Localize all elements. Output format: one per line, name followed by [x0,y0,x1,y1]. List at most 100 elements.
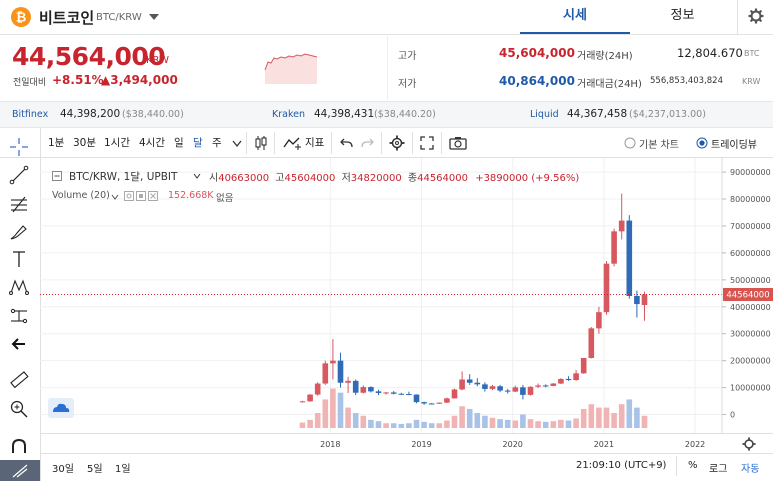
bitcoin-icon: ₿ [11,7,31,27]
clock: 21:09:10 (UTC+9) [576,460,667,471]
fullscreen-icon[interactable] [420,136,434,150]
candle-body [497,386,503,391]
chevron-down-icon[interactable] [148,12,160,22]
volume-bar [383,423,389,428]
text-icon [13,251,25,267]
chevron-down-icon[interactable] [232,140,242,148]
zoom-tool[interactable] [8,398,30,420]
volume-bar [520,414,526,428]
redo-icon[interactable] [361,137,375,149]
interval-day[interactable]: 일 [174,137,184,149]
interval-4h[interactable]: 4시간 [139,137,166,149]
exchange-price-liquid: 44,367,458 [567,108,628,120]
hide-drawings-tool[interactable] [0,460,40,481]
volume-bar [375,421,382,428]
interval-30m[interactable]: 30분 [73,137,97,149]
interval-1m[interactable]: 1분 [48,137,65,149]
x-tick-label: 2020 [503,440,523,449]
log-toggle[interactable]: 로그 [709,464,728,475]
settings-button[interactable] [737,0,773,34]
stats-divider [387,36,388,100]
volume-bar [299,422,306,428]
chevron-down-icon[interactable] [111,194,119,200]
trendline-tool[interactable] [8,164,30,186]
brush-tool[interactable] [8,221,30,243]
time-axis[interactable]: 2018 2019 2020 2021 2022 [40,434,722,454]
auto-toggle[interactable]: 자동 [741,464,760,475]
pattern-icon [9,279,29,295]
candle-body [375,391,382,393]
indicator-icon[interactable] [283,136,303,150]
y-tick-label: 10000000 [730,384,771,393]
candle-body [451,389,458,399]
magnet-icon [12,438,26,453]
crosshair-tool[interactable] [8,136,30,158]
volume-bar [497,419,503,428]
y-tick-label: 60000000 [730,249,771,258]
trendline-icon [9,165,29,185]
volume-bar [398,423,405,428]
volume-legend-label[interactable]: Volume (20) [52,190,110,201]
amount-label: 거래대금(24H) [577,79,642,90]
low-label: 저가 [398,79,417,90]
back-tool[interactable] [8,333,30,355]
exchange-name-bitfinex: Bitfinex [12,109,49,120]
fib-tool[interactable] [8,193,30,215]
ruler-tool[interactable] [8,369,30,391]
close-value: 44564000 [417,173,468,184]
pattern-tool[interactable] [8,276,30,298]
volume-label: 거래량(24H) [577,51,633,62]
magnet-tool[interactable] [8,436,30,458]
indicator-button[interactable]: 지표 [305,137,325,149]
coin-header[interactable]: ₿ 비트코인 BTC/KRW [0,0,520,34]
y-tick-label: 70000000 [730,222,771,231]
exchange-usd-liquid: ($4,237,013.00) [629,109,706,120]
volume-value: 12,804.670 [677,46,743,60]
volume-bar [307,419,313,428]
volume-bar [482,415,488,428]
volume-bar [428,423,435,428]
interval-1h[interactable]: 1시간 [104,137,131,149]
candle-body [641,294,648,305]
volume-bar [558,419,564,428]
candle-body [444,398,450,403]
undo-icon[interactable] [339,137,353,149]
high-label: 고 [275,173,285,184]
legend-collapse-icon[interactable] [52,171,62,181]
low-value: 34820000 [350,173,402,184]
zoom-in-icon [10,400,28,418]
tab-info[interactable]: 정보 [630,0,735,34]
gear-icon[interactable] [742,437,756,451]
interval-week[interactable]: 주 [212,137,222,149]
x-tick-label: 2019 [411,440,431,449]
gear-icon[interactable] [389,135,405,151]
exchange-price-kraken: 44,398,431 [314,108,375,120]
percent-toggle[interactable]: % [688,460,698,471]
candle-style-icon[interactable] [254,135,268,151]
crosshair-icon [10,138,28,156]
chevron-down-icon[interactable] [193,173,201,179]
coin-pair: BTC/KRW [96,12,142,23]
price-chart[interactable]: 90000000 80000000 70000000 60000000 50000000… [40,158,773,433]
fib-icon [11,196,27,213]
volume-bar [444,420,450,428]
interval-month[interactable]: 달 [193,137,203,149]
candle-body [322,363,329,384]
volume-options-icon[interactable] [124,191,160,201]
volume-bar [360,415,367,428]
y-tick-label: 90000000 [730,168,771,177]
measure-tool[interactable] [8,305,30,327]
text-tool[interactable] [8,248,30,270]
tab-market[interactable]: 시세 [520,0,630,34]
range-5d[interactable]: 5일 [87,464,103,475]
legend-symbol[interactable]: BTC/KRW, 1달, UPBIT [69,171,178,183]
y-tick-label: 0 [730,411,735,420]
camera-icon[interactable] [449,136,467,150]
range-30d[interactable]: 30일 [52,464,74,475]
candle-body [299,401,306,403]
candle-body [436,402,443,404]
volume-bar [588,404,595,428]
range-1d[interactable]: 1일 [115,464,131,475]
volume-bar [322,399,329,428]
tradingview-logo-icon[interactable] [48,398,74,418]
